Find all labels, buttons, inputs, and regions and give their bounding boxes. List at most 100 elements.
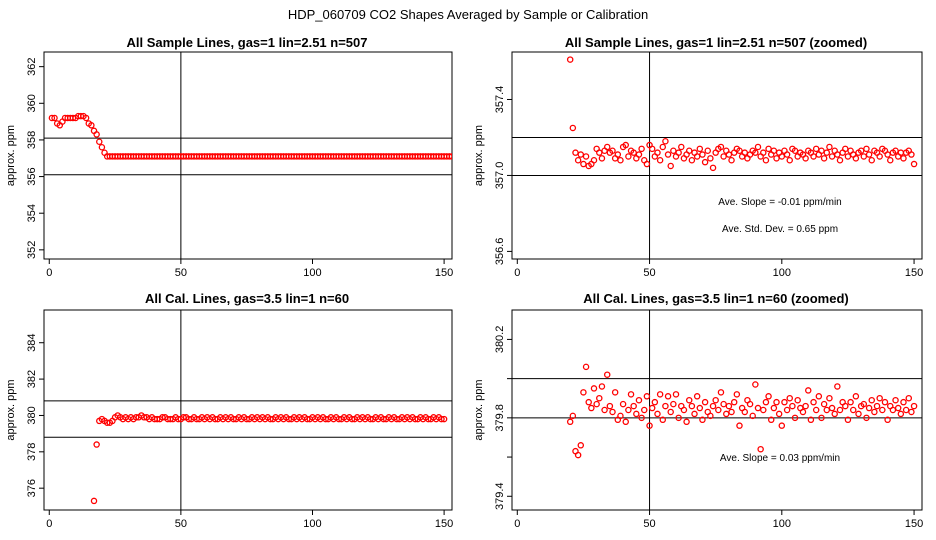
chart-2-point [596, 149, 603, 156]
chart-2-point [648, 145, 656, 153]
chart-4-point [603, 371, 611, 378]
chart-1-point [51, 114, 58, 122]
chart-2-point [865, 151, 873, 158]
chart-4-point [810, 398, 817, 406]
chart-2-point [670, 147, 677, 155]
chart-4-point [617, 412, 624, 420]
chart-2-point [656, 156, 664, 164]
chart-4-point [757, 445, 764, 453]
chart-2-point [842, 145, 849, 153]
chart-3-ytick-label-5: 384 [26, 334, 38, 352]
chart-2-xtick-label-4: 150 [905, 267, 923, 279]
chart-4-point [889, 406, 897, 414]
chart-4-point [752, 381, 759, 388]
chart-4-point [799, 408, 807, 416]
chart-1-ytick-label-5: 360 [26, 94, 38, 112]
chart-2-frame [511, 51, 923, 260]
chart-4-point [749, 412, 756, 420]
chart-2-point [720, 153, 727, 160]
chart-4-point [685, 396, 693, 404]
chart-4-point [868, 396, 875, 404]
chart-4-point [765, 393, 772, 400]
chart-4-point [635, 396, 643, 404]
chart-2-point [572, 149, 579, 156]
chart-4-point [569, 412, 577, 420]
chart-4-point [707, 412, 714, 420]
chart-2-point [659, 143, 667, 151]
chart-4-point [633, 410, 640, 418]
chart-2-ytick-label-1: 356.6 [494, 238, 506, 266]
chart-1-point [48, 114, 56, 122]
chart-2: All Sample Lines, gas=1 lin=2.51 n=507 (… [473, 35, 923, 279]
chart-2-point [876, 153, 883, 160]
chart-4-point [577, 442, 585, 449]
chart-2-point [693, 153, 701, 160]
chart-2-point [654, 149, 661, 156]
chart-4-point [871, 408, 878, 416]
chart-2-point [688, 156, 696, 164]
chart-2-point [852, 155, 860, 162]
chart-2-point [638, 145, 645, 153]
chart-4-point [646, 422, 653, 429]
chart-4-point [593, 400, 600, 408]
chart-4-point [582, 363, 590, 371]
chart-4-point [627, 391, 635, 398]
chart-2-point [717, 143, 725, 151]
chart-4-point [876, 394, 883, 402]
chart-2-point [812, 145, 820, 153]
chart-3-point [440, 415, 448, 423]
chart-2-point [630, 149, 637, 156]
chart-2-point [569, 124, 577, 132]
chart-4-point [609, 408, 616, 416]
chart-1-points [48, 112, 452, 160]
chart-4-xtick-label-1: 0 [514, 518, 520, 530]
chart-4-point [881, 398, 889, 406]
chart-2-point [860, 153, 868, 160]
chart-4-point [746, 400, 754, 408]
chart-4-point [770, 404, 778, 412]
chart-2-ylabel: approx. ppm [473, 125, 485, 186]
chart-4-point [723, 410, 730, 418]
chart-4-point [807, 416, 815, 424]
chart-2-point [834, 151, 841, 158]
chart-2-point [580, 160, 587, 168]
chart-4-point [664, 393, 672, 400]
chart-4-point [648, 404, 656, 412]
chart-3-xtick-label-1: 0 [46, 518, 52, 530]
chart-3-ytick-label-2: 378 [26, 443, 38, 461]
chart-4-point [773, 398, 780, 406]
chart-4-point [873, 402, 881, 410]
chart-4-annotation-1: Ave. Slope = 0.03 ppm/min [720, 453, 840, 464]
chart-4-point [601, 406, 608, 414]
chart-2-point [900, 155, 907, 162]
chart-2-point [778, 153, 786, 160]
chart-2-point [741, 149, 749, 156]
chart-4-ytick-label-3: 379.8 [494, 404, 506, 432]
chart-4-point [725, 402, 733, 410]
chart-4-point [688, 402, 696, 410]
chart-4-title: All Cal. Lines, gas=3.5 lin=1 n=60 (zoom… [583, 291, 849, 306]
chart-3-xtick-label-3: 100 [303, 518, 321, 530]
chart-2-point [857, 147, 865, 155]
chart-4-point [894, 404, 902, 412]
chart-2-point [810, 153, 817, 160]
chart-3-title: All Cal. Lines, gas=3.5 lin=1 n=60 [145, 291, 349, 306]
chart-4-point [741, 408, 749, 416]
chart-4-point [659, 416, 667, 424]
chart-2-point [836, 156, 844, 164]
chart-4-point [643, 393, 651, 400]
chart-4-xtick-label-2: 50 [643, 518, 655, 530]
chart-4-point [805, 387, 812, 394]
chart-2-point [667, 162, 674, 170]
chart-4-point [680, 406, 688, 414]
chart-2-point [897, 149, 905, 156]
chart-4-frame [511, 309, 923, 511]
chart-2-point [625, 153, 632, 160]
chart-4-point [849, 406, 857, 414]
chart-2-point [752, 149, 759, 156]
chart-1-xtick-label-4: 150 [435, 267, 453, 279]
chart-4-point [622, 418, 629, 426]
chart-1-point [448, 153, 452, 160]
chart-4-point [762, 398, 770, 406]
chart-1-xtick-label-2: 50 [175, 267, 187, 279]
